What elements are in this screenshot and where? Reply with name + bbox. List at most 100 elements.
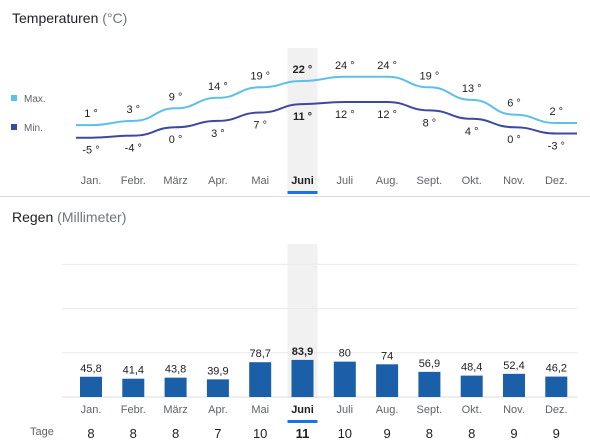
rain-days-value: 9 <box>553 426 560 441</box>
legend-max-swatch <box>11 95 17 101</box>
rain-value-label: 39,9 <box>207 365 228 377</box>
rain-value-label: 74 <box>381 350 393 362</box>
temperature-min-label: 8 ° <box>423 117 437 129</box>
month-tab-temperature: Juni <box>291 175 314 187</box>
rain-days-value: 8 <box>130 426 137 441</box>
rain-days-value: 8 <box>468 426 475 441</box>
temperature-max-label: 19 ° <box>250 70 270 82</box>
temperature-min-label: 12 ° <box>377 109 397 121</box>
temperature-min-label: 7 ° <box>253 120 267 132</box>
rain-value-label: 46,2 <box>546 363 567 375</box>
month-tab-temperature: Mai <box>251 175 269 187</box>
rain-bar <box>291 359 314 397</box>
month-tab-rain: Juli <box>337 404 354 416</box>
rain-bar <box>418 371 441 397</box>
temperature-min-label: 0 ° <box>507 134 521 146</box>
rain-title-text: Regen <box>12 209 54 225</box>
temperature-min-label: -4 ° <box>125 143 142 155</box>
temperature-title-text: Temperaturen <box>12 10 99 26</box>
rain-value-label: 52,4 <box>503 360 524 372</box>
temperature-max-line <box>76 75 577 127</box>
month-tab-rain: März <box>163 404 187 416</box>
rain-days-label: Tage <box>30 426 54 438</box>
month-tab-temperature: Juli <box>337 175 354 187</box>
month-tab-temperature: Sept. <box>417 175 443 187</box>
month-tab-rain: Sept. <box>417 404 443 416</box>
temperature-max-label: 3 ° <box>127 104 141 116</box>
rain-value-label: 78,7 <box>249 348 270 360</box>
temperature-max-label: 6 ° <box>507 98 521 110</box>
temperature-max-label: 22 ° <box>293 64 313 76</box>
selected-month-indicator-temperature <box>287 191 318 194</box>
rain-value-label: 56,9 <box>419 358 440 370</box>
rain-bar <box>376 364 399 397</box>
rain-days-value: 8 <box>426 426 433 441</box>
month-tab-rain: Nov. <box>503 404 525 416</box>
rain-bar <box>122 378 145 397</box>
rain-days-value: 7 <box>214 426 221 441</box>
month-tab-temperature: Nov. <box>503 175 525 187</box>
rain-days-value: 11 <box>296 426 310 441</box>
rain-value-label: 45,8 <box>80 363 101 375</box>
rain-bar <box>545 376 568 397</box>
temperature-max-label: 14 ° <box>208 81 228 93</box>
temperature-max-label: 9 ° <box>169 91 183 103</box>
month-tab-rain: Juni <box>291 404 314 416</box>
temperature-min-label: -5 ° <box>82 145 99 157</box>
rain-days-value: 8 <box>87 426 94 441</box>
rain-days-value: 9 <box>510 426 517 441</box>
legend-min-label: Min. <box>24 123 43 134</box>
rain-value-label: 80 <box>339 348 351 360</box>
legend-min-swatch <box>11 124 17 130</box>
month-tab-temperature: Febr. <box>121 175 146 187</box>
month-tab-rain: Dez. <box>545 404 568 416</box>
rain-bar <box>206 379 229 397</box>
temperature-min-line <box>76 101 577 139</box>
month-tab-rain: Mai <box>251 404 269 416</box>
month-tab-temperature: Dez. <box>545 175 568 187</box>
rain-unit: (Millimeter) <box>57 209 127 225</box>
temperature-min-label: 3 ° <box>211 128 225 140</box>
month-tab-rain: Apr. <box>208 404 228 416</box>
legend-max-label: Max. <box>24 94 46 105</box>
rain-days-value: 8 <box>172 426 179 441</box>
temperature-max-label: 13 ° <box>462 83 482 95</box>
month-tab-rain: Jan. <box>81 404 102 416</box>
temperature-max-label: 24 ° <box>377 60 397 72</box>
rain-days-value: 10 <box>338 426 352 441</box>
temperature-max-label: 24 ° <box>335 60 355 72</box>
rain-value-label: 48,4 <box>461 362 482 374</box>
temperature-max-label: 19 ° <box>420 70 440 82</box>
month-tab-temperature: Aug. <box>376 175 399 187</box>
rain-title: Regen (Millimeter) <box>12 209 126 225</box>
month-tab-rain: Febr. <box>121 404 146 416</box>
month-tab-temperature: Okt. <box>462 175 482 187</box>
month-tab-rain: Okt. <box>462 404 482 416</box>
temperature-min-label: -3 ° <box>548 141 565 153</box>
rain-days-value: 10 <box>253 426 267 441</box>
temperature-min-label: 11 ° <box>293 111 312 123</box>
temperature-max-label: 1 ° <box>84 108 98 120</box>
temperature-min-label: 0 ° <box>169 134 183 146</box>
selected-month-indicator-rain <box>287 420 318 423</box>
rain-bar <box>460 375 483 397</box>
month-tab-rain: Aug. <box>376 404 399 416</box>
temperature-min-label: 12 ° <box>335 109 355 121</box>
month-tab-temperature: März <box>163 175 187 187</box>
rain-bar <box>503 373 525 397</box>
rain-days-value: 9 <box>383 426 390 441</box>
temperature-min-label: 4 ° <box>465 126 479 138</box>
rain-bar <box>249 362 272 397</box>
month-tab-temperature: Apr. <box>208 175 228 187</box>
temperature-title: Temperaturen (°C) <box>12 10 127 26</box>
rain-bar <box>333 361 356 397</box>
rain-value-label: 83,9 <box>292 346 313 358</box>
rain-value-label: 43,8 <box>165 364 186 376</box>
selected-month-highlight-temperature <box>287 48 318 191</box>
rain-value-label: 41,4 <box>123 365 144 377</box>
temperature-max-label: 2 ° <box>550 106 564 118</box>
rain-bar <box>80 376 102 397</box>
section-divider <box>0 196 590 197</box>
rain-bar <box>164 377 187 397</box>
